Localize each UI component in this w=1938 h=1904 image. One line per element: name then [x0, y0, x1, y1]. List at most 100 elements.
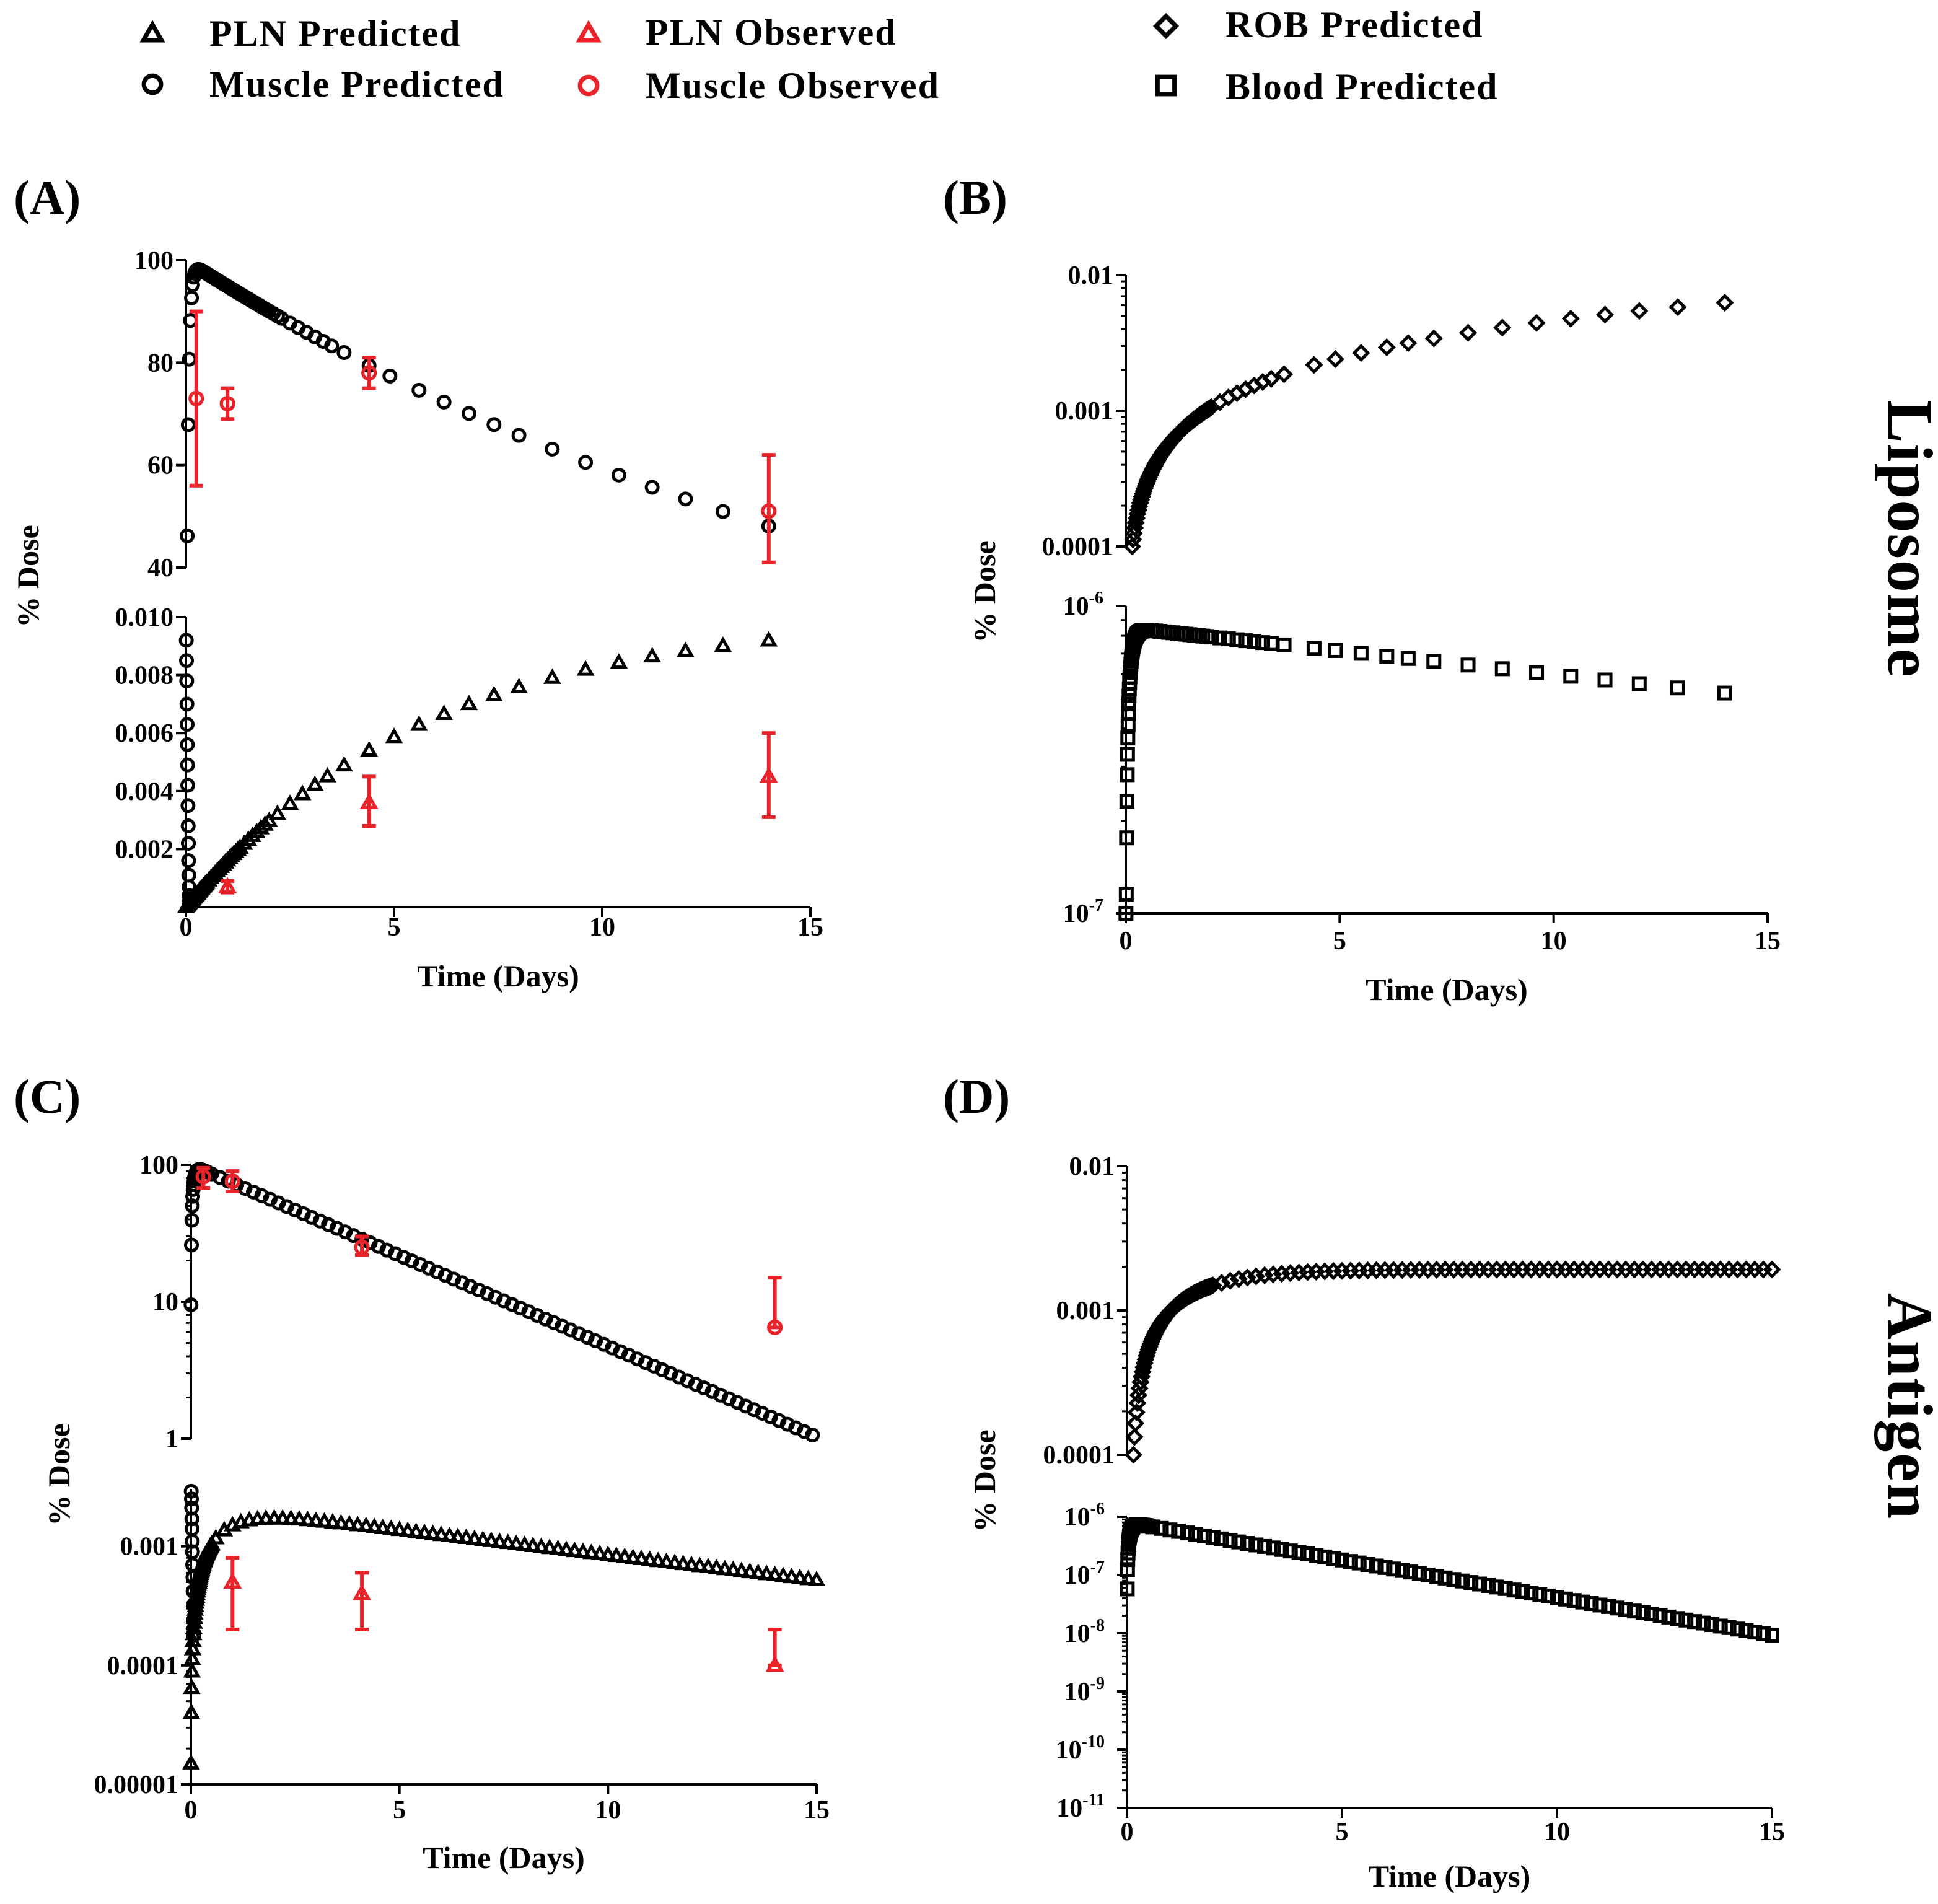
y-tick-label: 0.006	[115, 719, 174, 748]
data-point	[1126, 1414, 1145, 1432]
data-point	[624, 1548, 642, 1564]
data-point	[1497, 1581, 1513, 1596]
data-point	[1317, 1549, 1333, 1564]
data-point	[557, 1540, 576, 1556]
triangle-marker-icon	[139, 20, 165, 43]
x-tick-label: 15	[1755, 927, 1781, 955]
data-point	[482, 1531, 501, 1547]
data-point	[549, 1539, 567, 1555]
data-point	[1395, 1563, 1410, 1578]
data-point	[615, 1547, 634, 1563]
x-tick-label: 15	[1759, 1818, 1785, 1846]
data-point	[340, 1514, 359, 1530]
data-point	[382, 368, 398, 384]
data-point	[724, 1560, 742, 1576]
data-point	[511, 428, 527, 443]
panel-label: (A)	[14, 170, 81, 224]
y-tick-label: 10-7	[1063, 896, 1103, 928]
data-point	[1214, 1531, 1229, 1546]
legend-label: Blood Predicted	[1226, 66, 1499, 107]
data-point	[1458, 323, 1478, 342]
data-point	[1730, 1621, 1745, 1637]
y-tick-label: 0.001	[1056, 1297, 1115, 1325]
y-tick-label: 0.001	[120, 1533, 179, 1561]
data-point	[1196, 1528, 1212, 1543]
data-point	[757, 1564, 776, 1581]
y-tick-label: 10-6	[1064, 1499, 1105, 1532]
tick-base: 10	[1056, 1736, 1082, 1765]
observed-point	[359, 774, 379, 828]
data-point	[1276, 637, 1292, 652]
data-point	[182, 897, 198, 912]
data-point	[1747, 1625, 1763, 1640]
data-point	[574, 1542, 592, 1558]
legend-item-blood-predicted: Blood Predicted	[1155, 66, 1499, 107]
data-point	[281, 794, 299, 810]
series-pln-observed	[218, 731, 778, 895]
data-point	[256, 815, 274, 831]
square-marker-icon	[1155, 74, 1177, 97]
data-point	[1238, 633, 1253, 649]
y-tick-label: 10-11	[1056, 1791, 1105, 1823]
data-point	[415, 1523, 434, 1539]
data-point	[1575, 1594, 1590, 1610]
data-point	[1154, 1520, 1169, 1536]
series-muscle-predicted	[183, 1483, 201, 1643]
series-muscle-predicted	[183, 1162, 820, 1443]
data-point	[1411, 1566, 1427, 1581]
data-point	[186, 1597, 201, 1613]
data-point	[374, 1518, 392, 1535]
data-point	[449, 1527, 467, 1543]
data-point	[611, 467, 626, 483]
data-point	[180, 528, 195, 543]
data-point	[247, 822, 266, 838]
series-muscle-predicted	[178, 633, 198, 912]
data-point	[1668, 298, 1687, 317]
data-point	[1592, 1597, 1608, 1613]
subplot-0: 0.0001 0.001 0.01	[1042, 261, 1734, 561]
data-point	[183, 1297, 199, 1312]
legend-item-muscle-observed: Muscle Observed	[577, 65, 939, 106]
data-point	[179, 673, 195, 688]
panel-label: (D)	[943, 1069, 1010, 1123]
data-point	[1716, 293, 1734, 312]
data-point	[1489, 1579, 1504, 1595]
data-point	[799, 1569, 817, 1586]
data-point	[182, 1703, 201, 1719]
data-point	[1128, 1393, 1147, 1413]
data-point	[354, 1239, 370, 1255]
data-point	[499, 1533, 517, 1550]
data-point	[195, 1169, 211, 1185]
data-point	[1326, 350, 1344, 369]
y-tick-label: 0.00001	[94, 1771, 179, 1799]
data-point	[1120, 767, 1135, 783]
data-point	[180, 757, 195, 773]
data-point	[1306, 641, 1322, 656]
data-point	[360, 740, 378, 757]
data-point	[1712, 1618, 1728, 1634]
data-point	[1695, 1615, 1711, 1631]
y-tick-label: 10	[152, 1288, 178, 1317]
x-tick-label: 10	[595, 1796, 621, 1825]
data-point	[1597, 672, 1613, 688]
data-point	[1343, 1554, 1358, 1569]
data-point	[607, 1546, 626, 1563]
data-point	[1494, 661, 1510, 677]
data-point	[1584, 1596, 1599, 1612]
data-point	[188, 390, 204, 406]
tick-base: 10	[1064, 1620, 1090, 1648]
series-muscle-predicted	[180, 261, 776, 543]
data-point	[1601, 1599, 1616, 1614]
data-point	[1678, 1612, 1694, 1628]
data-point	[1618, 1602, 1634, 1617]
series-muscle-observed	[195, 1165, 783, 1335]
data-point	[1515, 1584, 1530, 1599]
data-point	[324, 338, 340, 354]
data-point	[1661, 1609, 1677, 1625]
data-point	[1309, 1548, 1324, 1563]
y-tick-label: 60	[147, 452, 173, 480]
data-point	[282, 1509, 300, 1525]
subplot-0: 0.0001 0.001 0.01	[1043, 1152, 1781, 1470]
y-tick-label: 10-6	[1063, 589, 1103, 621]
